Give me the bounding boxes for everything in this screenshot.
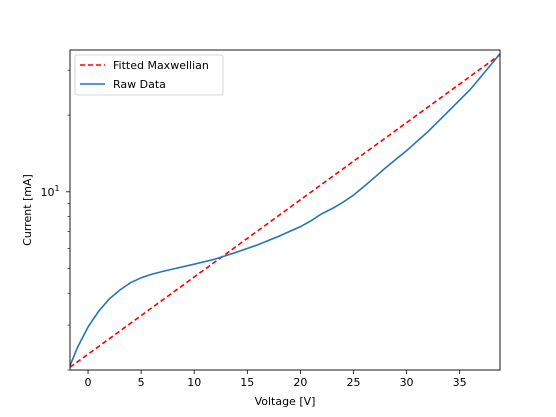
- x-tick-label: 15: [240, 376, 254, 389]
- plot-frame: [69, 49, 501, 371]
- y-tick-label: 101: [40, 184, 59, 199]
- x-tick-label: 10: [187, 376, 201, 389]
- x-tick-label: 30: [400, 376, 414, 389]
- legend-box: [74, 54, 224, 96]
- series-fitted-maxwellian: [69, 54, 501, 368]
- y-axis-label: Current [mA]: [21, 174, 34, 246]
- x-axis: 0 5 10 15 20 25 30 35: [85, 370, 467, 389]
- x-axis-label: Voltage [V]: [255, 395, 316, 408]
- x-tick-label: 25: [346, 376, 360, 389]
- x-tick-label: 35: [453, 376, 467, 389]
- legend-label-fitted-maxwellian: Fitted Maxwellian: [113, 59, 209, 72]
- legend-label-raw-data: Raw Data: [113, 78, 166, 91]
- plot-area: [70, 50, 500, 370]
- legend: Fitted Maxwellian Raw Data: [74, 54, 224, 96]
- series-group: [69, 53, 501, 368]
- series-raw-data: [69, 53, 501, 366]
- x-tick-label: 5: [138, 376, 145, 389]
- y-axis: 101: [40, 69, 70, 371]
- x-tick-label: 20: [293, 376, 307, 389]
- x-tick-label: 0: [85, 376, 92, 389]
